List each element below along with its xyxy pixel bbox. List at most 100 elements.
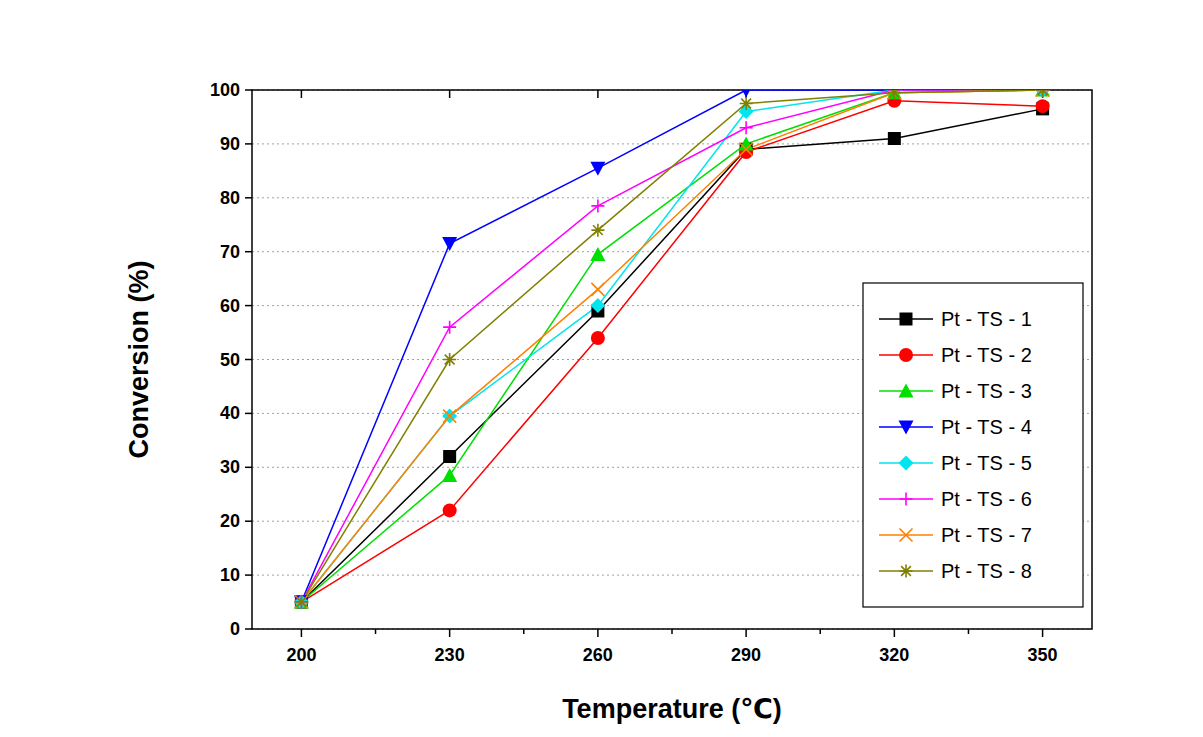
y-tick bbox=[245, 89, 252, 91]
data-point bbox=[442, 237, 457, 251]
y-tick-label: 10 bbox=[220, 565, 240, 585]
legend-label: Pt - TS - 2 bbox=[941, 344, 1032, 366]
x-tick bbox=[597, 629, 599, 637]
x-minor-tick bbox=[819, 629, 821, 634]
x-minor-tick bbox=[968, 629, 970, 634]
x-tick bbox=[745, 629, 747, 637]
x-minor-tick bbox=[671, 629, 673, 634]
data-point bbox=[443, 450, 456, 463]
legend-marker bbox=[900, 529, 913, 542]
legend-marker bbox=[900, 493, 913, 506]
data-point bbox=[443, 503, 457, 517]
data-point bbox=[1035, 90, 1050, 98]
legend-box bbox=[863, 283, 1083, 607]
data-point bbox=[442, 468, 457, 482]
data-point bbox=[1036, 90, 1049, 97]
y-tick bbox=[245, 197, 252, 199]
legend-marker bbox=[899, 421, 914, 435]
data-point bbox=[294, 595, 309, 610]
data-point bbox=[443, 410, 456, 423]
data-point bbox=[1035, 90, 1050, 97]
x-tick-top bbox=[597, 90, 599, 98]
y-tick-label: 80 bbox=[220, 188, 240, 208]
data-point bbox=[739, 90, 754, 98]
x-tick bbox=[1042, 629, 1044, 637]
x-tick bbox=[894, 629, 896, 637]
legend-label: Pt - TS - 3 bbox=[941, 380, 1032, 402]
data-point bbox=[591, 199, 604, 212]
data-point bbox=[590, 298, 605, 313]
legend-marker bbox=[899, 384, 914, 398]
data-point bbox=[294, 595, 308, 609]
data-point bbox=[1036, 99, 1050, 113]
y-tick-label: 0 bbox=[230, 619, 240, 639]
y-tick bbox=[245, 467, 252, 469]
data-point bbox=[888, 90, 901, 99]
x-tick-top bbox=[449, 90, 451, 98]
data-point bbox=[442, 409, 457, 424]
data-point bbox=[590, 247, 605, 261]
x-tick-label: 200 bbox=[286, 645, 316, 665]
data-point bbox=[443, 353, 456, 366]
legend-label: Pt - TS - 1 bbox=[941, 308, 1032, 330]
grid-line bbox=[252, 251, 1092, 252]
data-point bbox=[295, 596, 308, 609]
data-point bbox=[294, 595, 309, 609]
legend-marker bbox=[900, 565, 913, 578]
y-tick-label: 30 bbox=[220, 457, 240, 477]
x-tick-top bbox=[301, 90, 303, 98]
x-tick-label: 260 bbox=[583, 645, 613, 665]
legend-label: Pt - TS - 4 bbox=[941, 416, 1032, 438]
legend-label: Pt - TS - 5 bbox=[941, 452, 1032, 474]
y-tick-label: 40 bbox=[220, 403, 240, 423]
legend-label: Pt - TS - 7 bbox=[941, 524, 1032, 546]
y-tick-label: 50 bbox=[220, 350, 240, 370]
legend-label: Pt - TS - 6 bbox=[941, 488, 1032, 510]
data-point bbox=[1035, 90, 1050, 98]
grid-line bbox=[252, 143, 1092, 144]
y-axis-label: Conversion (%) bbox=[124, 260, 154, 458]
data-point bbox=[1036, 90, 1049, 97]
grid-line bbox=[252, 197, 1092, 198]
y-tick bbox=[245, 413, 252, 415]
y-tick-label: 20 bbox=[220, 511, 240, 531]
data-point bbox=[591, 283, 604, 296]
data-point bbox=[591, 331, 605, 345]
y-tick bbox=[245, 305, 252, 307]
data-point bbox=[888, 132, 901, 145]
chart: 200 230 260 290 320 350 0 10 20 30 40 50 60 70 80 90 100… bbox=[0, 0, 1203, 737]
x-minor-tick bbox=[523, 629, 525, 634]
data-point bbox=[740, 121, 753, 134]
y-tick bbox=[245, 359, 252, 361]
data-point bbox=[888, 90, 901, 99]
y-tick bbox=[245, 628, 252, 630]
x-tick-label: 350 bbox=[1028, 645, 1058, 665]
y-tick bbox=[245, 520, 252, 522]
y-tick bbox=[245, 251, 252, 253]
x-tick-label: 230 bbox=[435, 645, 465, 665]
data-point bbox=[1036, 90, 1049, 97]
legend-marker bbox=[900, 313, 913, 326]
y-tick-label: 90 bbox=[220, 134, 240, 154]
data-point bbox=[295, 596, 308, 609]
data-point bbox=[740, 97, 753, 110]
data-point bbox=[443, 321, 456, 334]
x-axis-label: Temperature (℃) bbox=[562, 694, 782, 724]
y-tick-label: 100 bbox=[210, 80, 240, 100]
x-tick-label: 320 bbox=[879, 645, 909, 665]
legend: Pt - TS - 1 Pt - TS - 2 Pt - TS - 3 Pt - TS… bbox=[863, 283, 1083, 607]
legend-marker bbox=[899, 456, 914, 471]
data-point bbox=[294, 596, 309, 610]
data-point bbox=[740, 143, 753, 156]
legend-marker bbox=[899, 348, 913, 362]
x-tick-label: 290 bbox=[731, 645, 761, 665]
x-tick bbox=[301, 629, 303, 637]
x-minor-tick bbox=[375, 629, 377, 634]
y-tick-label: 60 bbox=[220, 296, 240, 316]
data-point bbox=[295, 596, 308, 609]
y-tick-label: 70 bbox=[220, 242, 240, 262]
y-tick bbox=[245, 143, 252, 145]
legend-label: Pt - TS - 8 bbox=[941, 560, 1032, 582]
data-point bbox=[295, 596, 308, 609]
x-tick bbox=[449, 629, 451, 637]
